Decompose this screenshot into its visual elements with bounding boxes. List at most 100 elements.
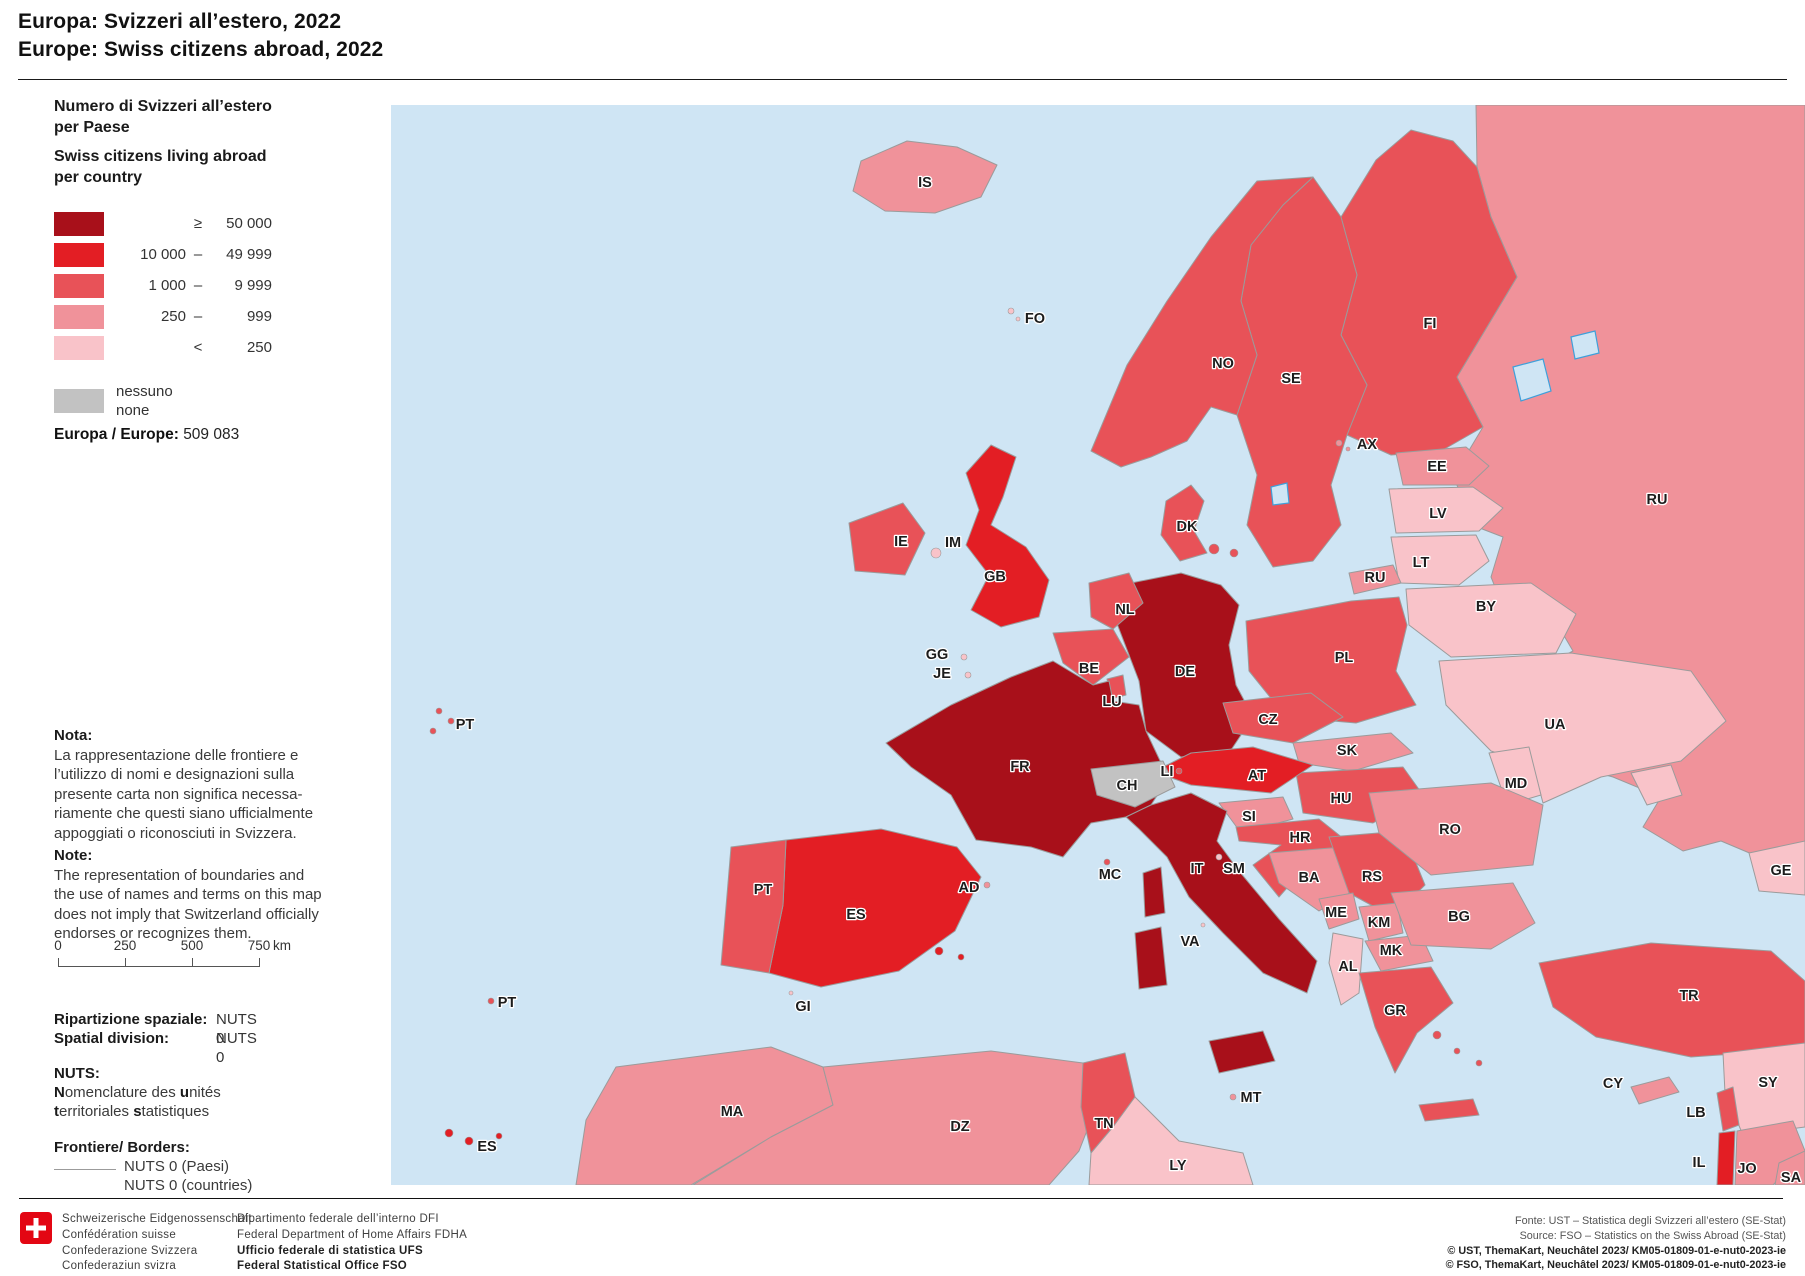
country-region-SK: [1292, 732, 1414, 772]
country-region-IT: [1125, 792, 1318, 994]
footer-department-names: Dipartimento federale dell’interno DFI Fe…: [237, 1212, 467, 1275]
country-label-NL: NL: [1115, 602, 1134, 618]
country-region-IL: [1716, 1130, 1736, 1186]
island-region-PT-AZ3: [429, 727, 437, 735]
country-label-BY: BY: [1476, 599, 1496, 615]
legend-swatch-c1: [54, 211, 104, 236]
country-label-FI: FI: [1424, 316, 1437, 332]
country-label-VA: VA: [1180, 934, 1200, 950]
country-label-IE: IE: [894, 534, 908, 550]
island-region-DK-i1: [1208, 543, 1220, 555]
country-label-LB: LB: [1686, 1105, 1705, 1121]
island-region-GR-i1: [1432, 1030, 1442, 1040]
country-label-SA: SA: [1781, 1170, 1802, 1185]
scale-value: 500: [180, 938, 204, 953]
country-label-AT: AT: [1248, 768, 1266, 784]
borders-row: NUTS 0 (Paesi): [54, 1157, 252, 1176]
footer-source-line: Source: FSO – Statistics on the Swiss Ab…: [1519, 1229, 1786, 1242]
island-region-ES-BAL2: [957, 953, 965, 961]
country-label-MT: MT: [1241, 1090, 1262, 1106]
note-block-english: Note: The representation of boundaries a…: [54, 846, 346, 944]
country-region-RO: [1368, 782, 1544, 876]
island-region-ES-CAN3: [495, 1132, 503, 1140]
country-label-PL: PL: [1335, 650, 1354, 666]
country-label-RS: RS: [1362, 869, 1382, 885]
country-region-LB: [1716, 1086, 1740, 1132]
country-label-SE: SE: [1281, 371, 1301, 387]
nuts-title: NUTS:: [54, 1065, 100, 1082]
island-region-DK-i2: [1229, 548, 1239, 558]
country-label-BE: BE: [1079, 661, 1099, 677]
island-region-AX-1: [1335, 439, 1343, 447]
lake-0: [1512, 358, 1552, 402]
borders-title: Frontiere/ Borders:: [54, 1139, 190, 1156]
country-label-SY: SY: [1758, 1075, 1778, 1091]
country-label-ES: ES: [846, 907, 866, 923]
country-label-MC: MC: [1099, 867, 1122, 883]
island-region-AX-2: [1345, 446, 1351, 452]
country-region-AT: [1162, 746, 1314, 794]
legend-classes: ≥50 000 10 000–49 999 1 000–9 999 250–999 <2…: [54, 208, 272, 363]
country-label-MA: MA: [721, 1104, 744, 1120]
country-region-LV: [1388, 486, 1504, 534]
island-region-GI: [788, 990, 794, 996]
footer-source-line: Fonte: UST – Statistica degli Svizzeri a…: [1514, 1215, 1786, 1227]
footer-source-line: © FSO, ThemaKart, Neuchâtel 2023/ KM05-0…: [1445, 1259, 1786, 1272]
country-label-LT: LT: [1413, 555, 1430, 571]
country-label-HU: HU: [1331, 791, 1352, 807]
country-region-IS: [852, 140, 998, 214]
country-region-GB: [965, 444, 1050, 628]
legend-swatch-c5: [54, 335, 104, 360]
country-label-GG: GG: [926, 647, 949, 663]
legend-class-label: 50 000: [226, 215, 272, 232]
nuts-definition: NUTS: Nomenclature des unités territoriale…: [54, 1064, 221, 1121]
scale-value: 750: [247, 938, 271, 953]
footer-org-line: Confédération suisse: [62, 1228, 177, 1241]
country-label-CH: CH: [1117, 778, 1138, 794]
country-region-IE: [848, 502, 926, 576]
legend-class-label: –: [193, 246, 203, 263]
island-region-MT: [1229, 1093, 1237, 1101]
swiss-flag-icon: [20, 1212, 52, 1244]
footer-org-line: Schweizerische Eidgenossenschaft: [62, 1213, 252, 1225]
country-label-AX: AX: [1357, 437, 1377, 453]
country-region-IT-SAR: [1134, 926, 1168, 990]
country-region-PL: [1245, 596, 1417, 724]
island-region-GR-i2: [1453, 1047, 1461, 1055]
spatial-row: Ripartizione spaziale: NUTS 0: [54, 1011, 257, 1047]
country-region-BE: [1052, 628, 1130, 686]
borders-row: NUTS 0 (countries): [124, 1177, 253, 1194]
country-label-LI: LI: [1161, 764, 1174, 780]
footer-dept-line: Dipartimento federale dell’interno DFI: [237, 1213, 439, 1225]
legend-title-english: Swiss citizens living abroad per country: [54, 148, 267, 186]
footer-confederation-names: Schweizerische Eidgenossenschaft Confédér…: [62, 1212, 252, 1275]
island-region-PT-MAD: [487, 997, 495, 1005]
legend-class-row: 250– 999: [54, 301, 272, 332]
country-region-RU-K: [1348, 564, 1402, 595]
europe-total-label: Europa / Europe:: [54, 426, 179, 443]
country-label-CY: CY: [1603, 1076, 1623, 1092]
country-label-TR: TR: [1679, 988, 1699, 1004]
legend-class-label: 49 999: [226, 246, 272, 263]
country-label-GB: GB: [984, 569, 1006, 585]
legend-class-label: 1 000: [148, 277, 186, 294]
spatial-row: Spatial division: NUTS 0: [54, 1030, 257, 1066]
country-label-GR: GR: [1384, 1003, 1406, 1019]
island-region-IM: [930, 547, 942, 559]
island-region-PT-AZ2: [447, 717, 455, 725]
nuts-line: territoriales statistiques: [54, 1103, 210, 1120]
island-region-AD: [983, 881, 991, 889]
legend-none-labels: nessuno none: [116, 383, 173, 419]
country-label-MD: MD: [1505, 776, 1528, 792]
footer-org-line: Confederazione Svizzera: [62, 1244, 198, 1257]
country-label-AD: AD: [959, 880, 980, 896]
country-region-UA: [1438, 652, 1727, 804]
country-label-NO: NO: [1212, 356, 1234, 372]
country-region-ME: [1318, 892, 1360, 930]
country-label-SI: SI: [1242, 809, 1256, 825]
country-label-ME: ME: [1325, 905, 1347, 921]
title-block: Europa: Svizzeri all’estero, 2022 Europe…: [18, 8, 383, 64]
nota-title: Nota:: [54, 727, 93, 744]
scale-line: [58, 958, 259, 967]
